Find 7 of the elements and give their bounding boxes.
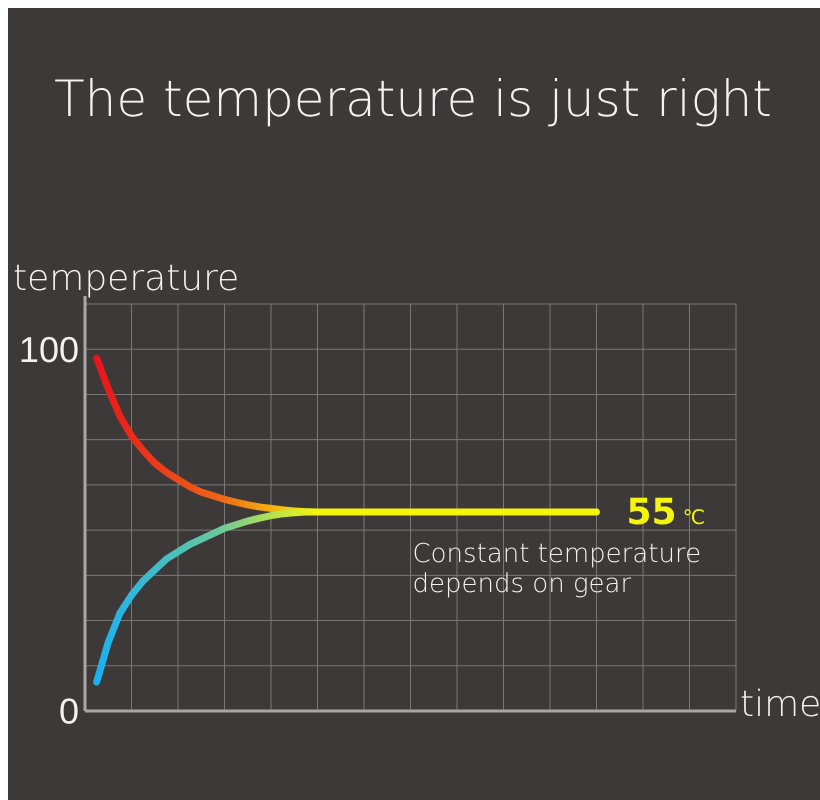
annotation: Constant temperature depends on gear bbox=[412, 539, 702, 600]
x-axis-title: time bbox=[740, 684, 820, 725]
y-tick-label: 0 bbox=[58, 690, 79, 732]
chart-title: The temperature is just right bbox=[54, 70, 772, 128]
data-label: 55 ℃ bbox=[626, 492, 706, 534]
y-tick-label: 100 bbox=[18, 328, 79, 370]
y-axis-title: temperature bbox=[13, 258, 240, 299]
